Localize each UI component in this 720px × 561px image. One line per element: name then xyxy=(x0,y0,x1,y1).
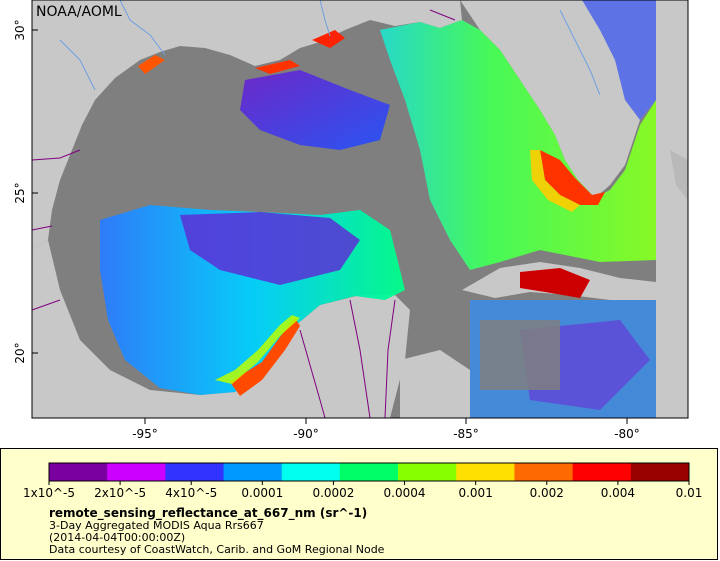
lat-label-25: 25° xyxy=(13,182,27,203)
bahamas-land xyxy=(670,150,688,200)
lon-label-95: -95° xyxy=(132,427,158,441)
colorbar-swatch xyxy=(165,463,225,481)
colorbar-tick-label: 0.0001 xyxy=(241,486,284,500)
florida-shelf-data xyxy=(380,20,656,270)
colorbar-tick-label: 1x10^-5 xyxy=(22,486,76,500)
colorbar-swatch xyxy=(630,463,690,481)
colorbar-swatch xyxy=(107,463,166,481)
mexico-coastal-yellow xyxy=(215,315,300,384)
florida-east-data xyxy=(582,0,656,120)
colorbar-tick-label: 0.004 xyxy=(600,486,636,500)
dataset-time: (2014-04-04T00:00:00Z) xyxy=(49,531,186,544)
colorbar-swatch xyxy=(49,463,108,481)
lon-label-90: -90° xyxy=(293,427,319,441)
colorbar-tick-label: 0.0002 xyxy=(312,486,355,500)
us-coast-land xyxy=(32,0,462,250)
florida-land xyxy=(460,0,656,198)
colorbar-swatches xyxy=(49,463,690,481)
colorbar xyxy=(48,462,690,485)
boundaries xyxy=(31,9,456,419)
colorbar-swatch xyxy=(398,463,457,481)
rivers xyxy=(59,0,601,96)
northern-gulf-data xyxy=(240,70,390,150)
colorbar-tick-label: 2x10^-5 xyxy=(94,486,147,500)
data-credit: Data courtesy of CoastWatch, Carib. and … xyxy=(49,543,385,556)
lon-label-80: -80° xyxy=(614,427,640,441)
colorbar-tick-label: 0.0004 xyxy=(383,486,426,500)
dataset-description: 3-Day Aggregated MODIS Aqua Rrs667 xyxy=(49,519,264,532)
lat-label-30: 30° xyxy=(13,19,27,40)
variable-name: remote_sensing_reflectance_at_667_nm (sr… xyxy=(49,506,368,520)
caribbean-ocean-nodata xyxy=(480,320,560,390)
louisiana-coastal xyxy=(255,60,300,74)
reflectance-layer xyxy=(100,0,656,418)
colorbar-tick-label: 0.01 xyxy=(675,486,703,500)
cuba-coastal-turbid xyxy=(520,268,590,298)
legend-panel: 1x10^-5 2x10^-5 4x10^-5 0.0001 0.0002 0.0004 0… xyxy=(0,448,718,560)
colorbar-border xyxy=(48,462,690,482)
colorbar-tick-marks xyxy=(48,481,690,485)
colorbar-swatch xyxy=(339,463,399,481)
colorbar-tick-label: 0.001 xyxy=(458,486,493,500)
lat-ticks xyxy=(32,29,38,354)
mexico-coastal-turbid xyxy=(230,318,300,396)
colorbar-swatch xyxy=(456,463,515,481)
mexico-land xyxy=(32,240,410,418)
caribbean-land xyxy=(400,350,470,418)
colorbar-tick-label: 4x10^-5 xyxy=(165,486,218,500)
right-edge-land xyxy=(656,0,688,418)
texas-coastal xyxy=(138,55,165,74)
florida-coastal-yellow xyxy=(530,150,580,212)
colorbar-swatch xyxy=(572,463,632,481)
colorbar-tick-label: 0.002 xyxy=(529,486,564,500)
colorbar-swatch xyxy=(514,463,574,481)
provider-label: NOAA/AOML xyxy=(36,4,122,20)
colorbar-swatch xyxy=(223,463,283,481)
lon-label-85: -85° xyxy=(453,427,479,441)
campeche-purple-patch xyxy=(180,212,360,285)
lon-ticks xyxy=(144,418,628,424)
colorbar-swatch xyxy=(281,463,341,481)
map-border xyxy=(31,0,689,419)
mississippi-plume xyxy=(312,30,345,48)
lat-label-20: 20° xyxy=(13,342,27,363)
